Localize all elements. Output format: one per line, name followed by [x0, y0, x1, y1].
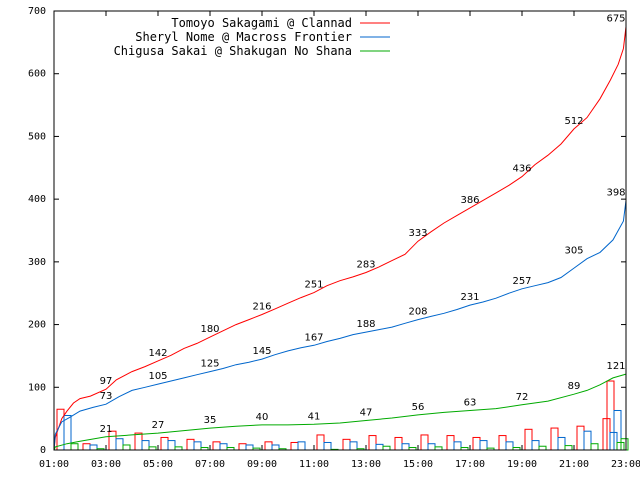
- data-label: 188: [356, 319, 375, 330]
- data-label: 386: [460, 195, 479, 206]
- data-label: 21: [100, 424, 113, 435]
- y-tick-label: 300: [28, 257, 46, 268]
- data-label: 216: [252, 302, 271, 313]
- data-label: 305: [564, 246, 583, 257]
- x-tick-label: 13:00: [351, 459, 381, 470]
- data-label: 333: [408, 228, 427, 239]
- data-label: 63: [464, 397, 477, 408]
- data-label: 436: [512, 164, 531, 175]
- x-tick-label: 23:00: [611, 459, 640, 470]
- data-label: 73: [100, 391, 113, 402]
- x-tick-label: 05:00: [143, 459, 173, 470]
- data-label: 142: [148, 348, 167, 359]
- series-line: [53, 200, 627, 451]
- y-tick-label: 200: [28, 320, 46, 331]
- data-label: 231: [460, 292, 479, 303]
- x-tick-label: 07:00: [195, 459, 225, 470]
- data-label: 398: [606, 187, 625, 198]
- data-label: 512: [564, 116, 583, 127]
- data-label: 47: [360, 408, 373, 419]
- data-label: 675: [606, 14, 625, 25]
- legend-label: Chigusa Sakai @ Shakugan No Shana: [114, 44, 352, 58]
- x-tick-label: 11:00: [299, 459, 329, 470]
- data-label: 35: [204, 415, 217, 426]
- series-line: [53, 373, 627, 451]
- data-label: 257: [512, 276, 531, 287]
- data-label: 283: [356, 260, 375, 271]
- axes: 0 100 200 300 400 500 600 700 01:00 03:00 05:00 07:…: [28, 6, 640, 470]
- data-label: 121: [606, 361, 625, 372]
- legend-label: Sheryl Nome @ Macross Frontier: [135, 30, 352, 44]
- data-labels: 97 142 180 216 251 283 333 386 436 512 675 73 105 125…: [100, 14, 626, 435]
- data-label: 105: [148, 371, 167, 382]
- legend-label: Tomoyo Sakagami @ Clannad: [171, 16, 352, 30]
- y-tick-label: 500: [28, 131, 46, 142]
- data-label: 97: [100, 376, 113, 387]
- x-tick-label: 15:00: [403, 459, 433, 470]
- series-line: [53, 26, 627, 451]
- x-tick-label: 21:00: [559, 459, 589, 470]
- data-label: 145: [252, 346, 271, 357]
- data-label: 56: [412, 402, 425, 413]
- series-lines: [53, 26, 627, 451]
- data-label: 251: [304, 280, 323, 291]
- x-tick-label: 09:00: [247, 459, 277, 470]
- data-label: 40: [256, 412, 269, 423]
- data-label: 89: [568, 381, 581, 392]
- y-tick-label: 400: [28, 194, 46, 205]
- x-tick-label: 03:00: [91, 459, 121, 470]
- data-label: 72: [516, 392, 529, 403]
- data-label: 180: [200, 324, 219, 335]
- y-tick-label: 0: [40, 445, 46, 456]
- data-label: 208: [408, 307, 427, 318]
- data-label: 125: [200, 359, 219, 370]
- data-label: 27: [152, 420, 165, 431]
- x-tick-label: 19:00: [507, 459, 537, 470]
- data-label: 41: [308, 411, 321, 422]
- y-tick-label: 100: [28, 382, 46, 393]
- y-tick-label: 600: [28, 69, 46, 80]
- x-tick-label: 01:00: [39, 459, 69, 470]
- plot-frame: [53, 10, 627, 451]
- data-label: 167: [304, 332, 323, 343]
- x-tick-label: 17:00: [455, 459, 485, 470]
- y-tick-label: 700: [28, 6, 46, 17]
